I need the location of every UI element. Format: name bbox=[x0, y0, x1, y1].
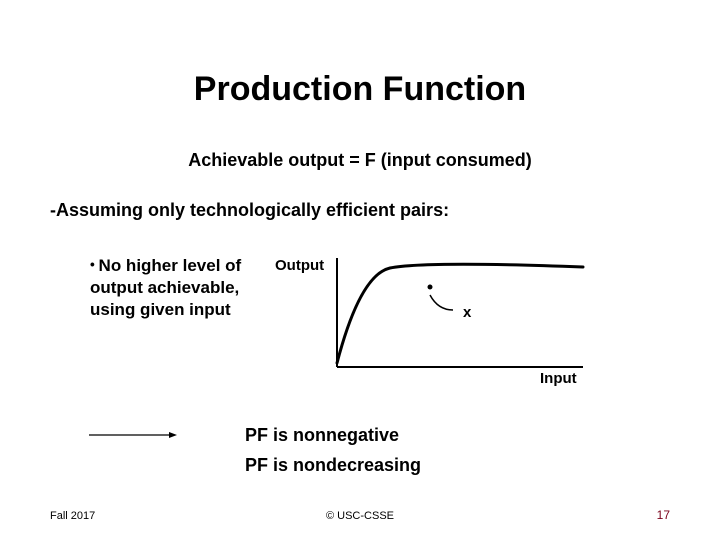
arrow-decoration-icon bbox=[88, 430, 178, 440]
slide-title: Production Function bbox=[0, 70, 720, 109]
slide: Production Function Achievable output = … bbox=[0, 0, 720, 540]
chart-y-axis-label: Output bbox=[275, 257, 324, 274]
bullet-text: No higher level of output achievable, us… bbox=[90, 256, 241, 319]
pf-nonnegative-text: PF is nonnegative bbox=[245, 425, 399, 446]
chart-x-axis-label: Input bbox=[540, 370, 577, 387]
bullet-point: • No higher level of output achievable, … bbox=[90, 255, 250, 321]
bullet-dot-icon: • bbox=[90, 257, 99, 272]
assumption-line: -Assuming only technologically efficient… bbox=[50, 200, 449, 221]
footer-copyright: © USC-CSSE bbox=[0, 510, 720, 522]
pf-nondecreasing-text: PF is nondecreasing bbox=[245, 455, 421, 476]
subtitle: Achievable output = F (input consumed) bbox=[0, 150, 720, 171]
footer-page-number: 17 bbox=[657, 508, 670, 522]
production-function-chart: x bbox=[335, 255, 585, 370]
svg-text:x: x bbox=[463, 304, 472, 321]
